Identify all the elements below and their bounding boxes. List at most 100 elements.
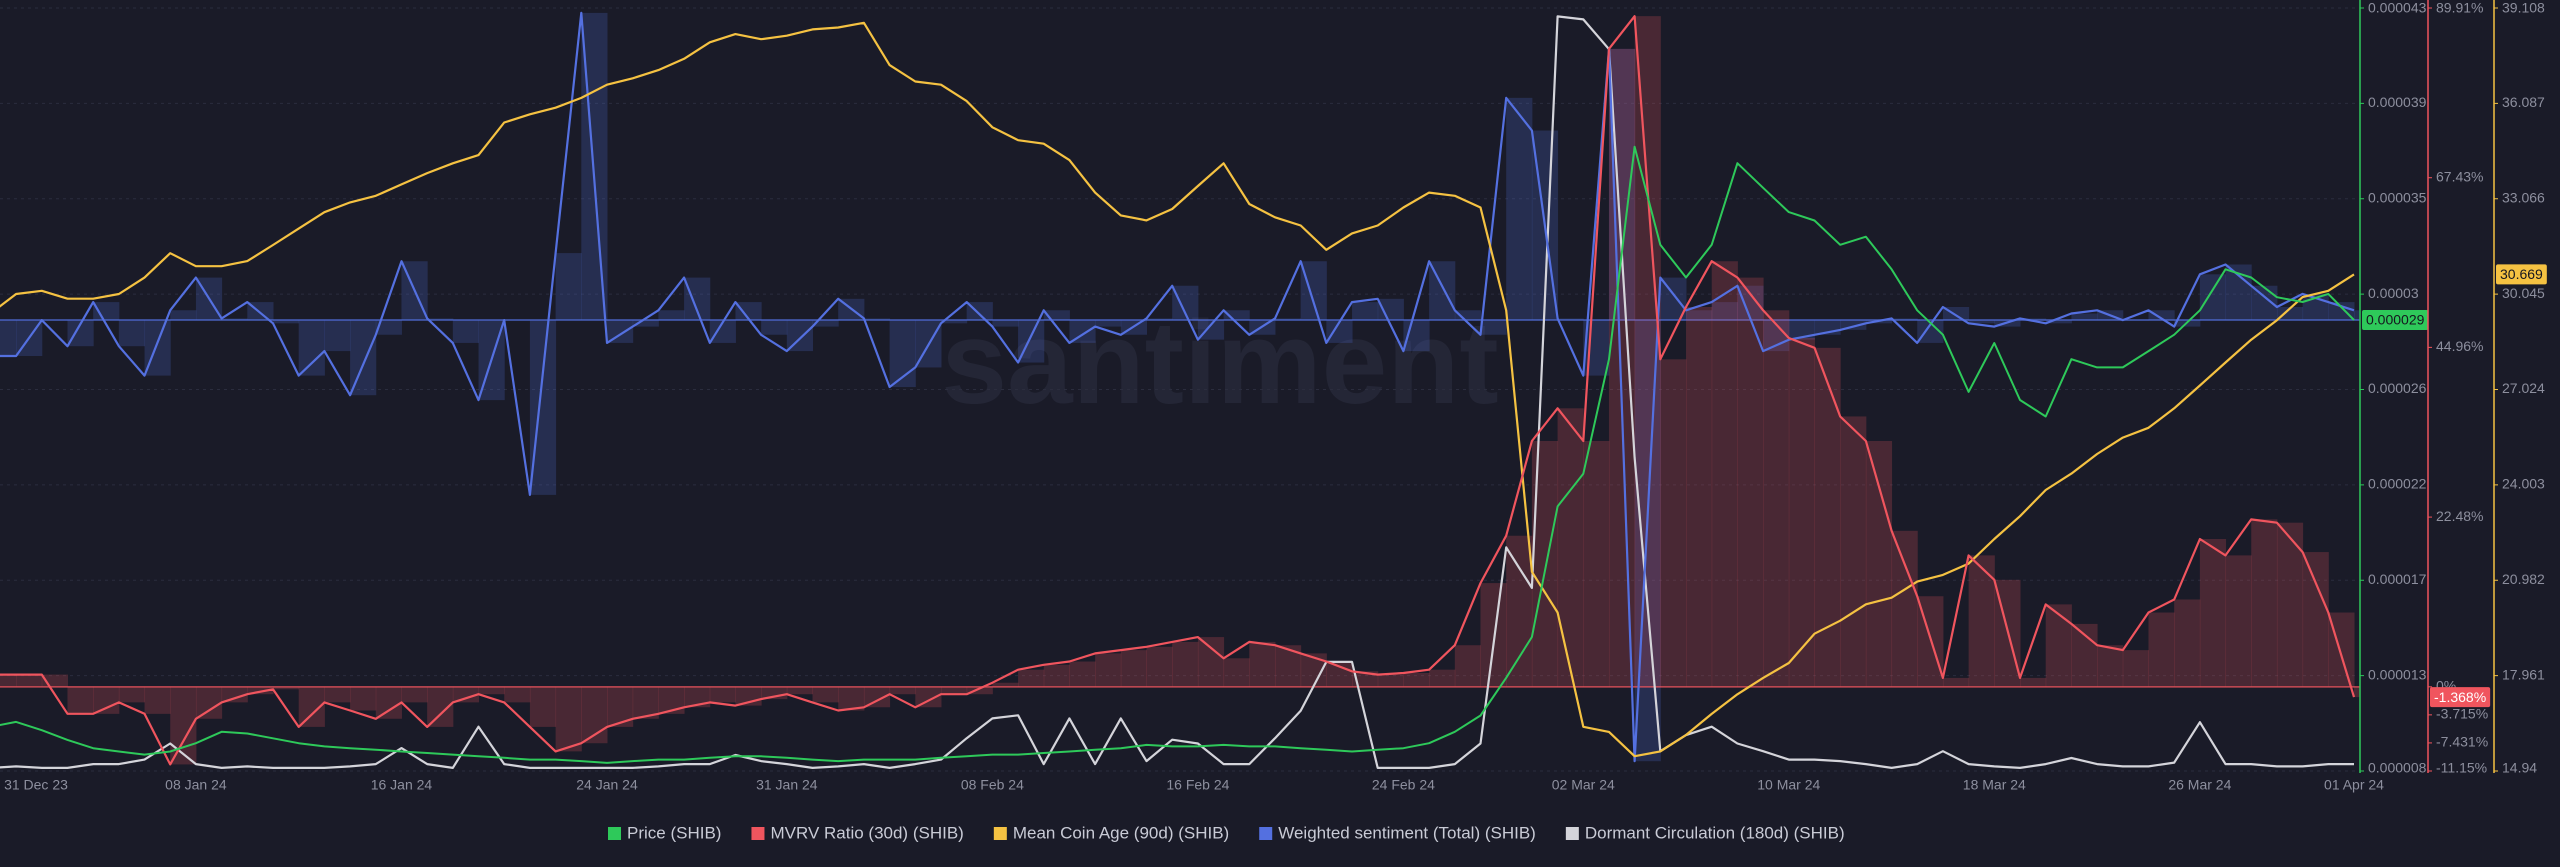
y-tick-label: -3.715% xyxy=(2436,706,2488,722)
y-tick-label: 44.96% xyxy=(2436,338,2483,354)
area-step xyxy=(1968,320,1995,324)
x-tick-label: 08 Feb 24 xyxy=(961,777,1024,793)
area-step xyxy=(1069,661,1096,687)
area-step xyxy=(118,320,146,347)
area-step xyxy=(1043,310,1070,321)
area-step xyxy=(1506,535,1533,687)
area-step xyxy=(273,686,300,690)
area-step xyxy=(838,686,865,711)
area-step xyxy=(1660,359,1687,687)
area-step xyxy=(2071,313,2098,321)
area-step xyxy=(735,302,762,321)
area-step xyxy=(709,686,736,703)
y-tick-label: 27.024 xyxy=(2502,380,2545,396)
x-tick-label: 08 Jan 24 xyxy=(165,777,227,793)
area-step xyxy=(1429,669,1456,687)
area-step xyxy=(1840,416,1867,687)
area-step xyxy=(170,310,197,321)
area-step xyxy=(1377,298,1404,321)
area-step xyxy=(529,320,557,495)
area-step xyxy=(2148,310,2175,321)
area-step xyxy=(1686,310,1713,321)
area-step xyxy=(1043,664,1070,687)
area-step xyxy=(67,686,94,714)
area-step xyxy=(812,686,839,703)
area-step xyxy=(401,686,428,703)
area-step xyxy=(93,686,120,714)
area-step xyxy=(1788,320,1815,340)
x-tick-label: 18 Mar 24 xyxy=(1963,777,2026,793)
value-tag xyxy=(2362,309,2429,330)
legend-swatch xyxy=(608,827,621,840)
area-step xyxy=(1300,261,1327,321)
area-step xyxy=(221,318,248,321)
legend-swatch xyxy=(1565,827,1579,840)
area-step xyxy=(555,686,582,752)
x-tick-label: 31 Dec 23 xyxy=(4,777,68,793)
area-step xyxy=(555,253,582,321)
area-step xyxy=(504,320,531,321)
area-step xyxy=(1197,637,1225,687)
value-tag-label: 30.669 xyxy=(2500,266,2543,282)
area-step xyxy=(863,318,891,321)
value-tag-label: -1.368% xyxy=(2434,689,2486,705)
area-step xyxy=(966,686,993,695)
y-tick-label: 67.43% xyxy=(2436,168,2483,184)
y-tick-label: 24.003 xyxy=(2502,476,2545,492)
y-tick-label: 39.108 xyxy=(2502,0,2545,16)
area-step xyxy=(452,320,480,343)
value-tag xyxy=(2496,264,2547,285)
area-step xyxy=(2276,306,2304,321)
area-step xyxy=(1557,408,1584,687)
area-step xyxy=(1197,320,1225,340)
area-step xyxy=(2097,645,2124,687)
y-tick-label: 17.961 xyxy=(2502,666,2545,682)
area-step xyxy=(2276,522,2304,687)
area-step xyxy=(1095,653,1122,687)
area-step xyxy=(1891,318,1918,321)
area-step xyxy=(16,674,43,687)
area-step xyxy=(1326,320,1353,343)
area-step xyxy=(1352,302,1379,321)
y-tick-label: 0.000017 xyxy=(2368,571,2427,587)
area-step xyxy=(2251,519,2278,687)
area-step xyxy=(966,302,993,321)
area-step xyxy=(0,320,17,357)
area-step xyxy=(1583,440,1610,687)
area-step xyxy=(2122,320,2149,321)
y-tick-label: 30.045 xyxy=(2502,285,2545,301)
area-step xyxy=(1377,674,1404,687)
area-step xyxy=(1069,320,1096,343)
y-tick-label: -11.15% xyxy=(2436,760,2487,776)
area-step xyxy=(118,686,146,703)
y-tick-label: 0.000013 xyxy=(2368,666,2427,682)
x-tick-label: 24 Jan 24 xyxy=(576,777,638,793)
area-step xyxy=(2225,555,2252,687)
x-tick-label: 16 Jan 24 xyxy=(371,777,433,793)
area-step xyxy=(786,686,814,695)
area-step xyxy=(889,686,916,695)
value-tag-label: 0.000029 xyxy=(2366,312,2425,328)
area-step xyxy=(2020,677,2047,687)
area-step xyxy=(1120,650,1148,687)
area-step xyxy=(144,686,171,714)
area-step xyxy=(940,686,968,695)
area-step xyxy=(2148,612,2175,687)
area-step xyxy=(1506,97,1533,321)
area-step xyxy=(1223,310,1250,321)
x-tick-label: 10 Mar 24 xyxy=(1757,777,1820,793)
area-step xyxy=(915,686,942,708)
area-step xyxy=(2302,552,2329,687)
legend-swatch xyxy=(1259,827,1273,840)
area-step xyxy=(632,320,659,327)
watermark: santiment xyxy=(941,297,1498,429)
area-step xyxy=(1686,306,1713,687)
area-step xyxy=(41,320,68,321)
area-step xyxy=(606,320,634,343)
area-step xyxy=(452,686,480,703)
legend-label: Dormant Circulation (180d) (SHIB) xyxy=(1585,823,1845,842)
y-tick-label: 0.000035 xyxy=(2368,189,2427,205)
x-tick-label: 31 Jan 24 xyxy=(756,777,818,793)
